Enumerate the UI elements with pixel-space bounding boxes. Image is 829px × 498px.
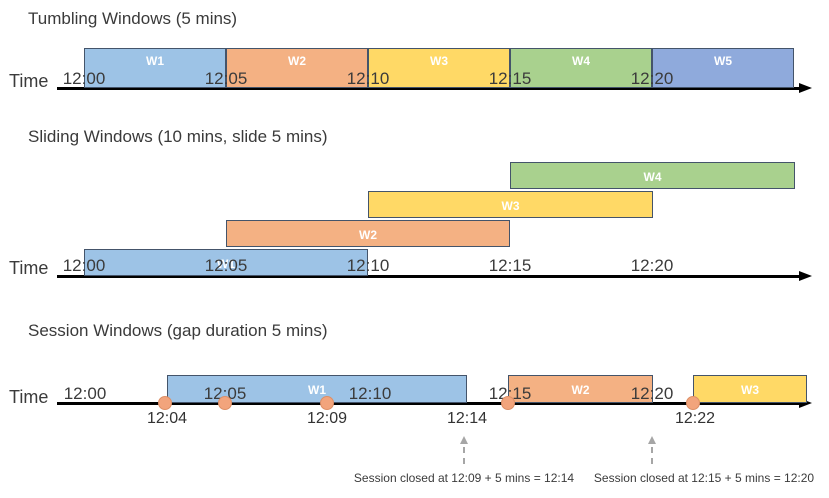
session-axis-tick-1210: 12:10 [348,384,392,403]
session-axis-tick-1220: 12:20 [630,384,674,403]
event-dot [501,396,515,410]
event-dot [686,396,700,410]
sliding-window-w2: W2 [226,220,510,247]
session-closed-arrow-icon [458,436,470,464]
session-axis-tick-1215: 12:15 [488,384,532,403]
sliding-time-axis-arrow-icon [799,271,812,282]
session-closed-arrow-icon [646,436,658,464]
sliding-time-axis [57,275,799,278]
tumbling-time-axis-label: Time [9,71,49,91]
sliding-axis-tick-1210: 12:10 [346,256,390,275]
window-label: W5 [714,54,732,68]
window-label: W3 [430,54,448,68]
session-window-w3: W3 [693,375,807,403]
event-time-label-1209: 12:09 [306,410,348,427]
tumbling-axis-tick-1215: 12:15 [488,69,532,88]
arrow-dash [463,447,465,464]
arrow-head [648,436,656,444]
sliding-window-w4: W4 [510,162,795,189]
tumbling-window-w5: W5 [652,48,794,88]
tumbling-window-w2: W2 [226,48,368,88]
session-closed-annotation-2: Session closed at 12:15 + 5 mins = 12:20 [593,471,815,485]
sliding-axis-tick-1215: 12:15 [488,256,532,275]
session-closed-annotation-1: Session closed at 12:09 + 5 mins = 12:14 [353,471,575,485]
window-label: W3 [741,383,759,397]
sliding-window-w3: W3 [368,191,653,218]
event-time-label-1222: 12:22 [674,410,716,427]
window-label: W4 [643,170,662,184]
window-label: W2 [571,383,590,397]
session-axis-tick-1200: 12:00 [63,384,107,403]
arrow-head [460,436,468,444]
tumbling-axis-tick-1205: 12:05 [204,69,248,88]
sliding-window-w1: W1 [84,249,368,276]
tumbling-time-axis-arrow-icon [799,83,812,94]
session-time-axis-label: Time [9,387,49,407]
tumbling-window-w4: W4 [510,48,652,88]
tumbling-title: Tumbling Windows (5 mins) [28,9,238,28]
session-title: Session Windows (gap duration 5 mins) [28,321,328,340]
event-dot [218,396,232,410]
tumbling-axis-tick-1200: 12:00 [62,69,106,88]
tumbling-time-axis [57,87,799,90]
session-time-axis-arrow-icon [799,398,812,409]
sliding-axis-tick-1220: 12:20 [630,256,674,275]
window-label: W2 [359,228,377,242]
event-dot [320,396,334,410]
window-label: W1 [217,257,235,271]
window-label: W1 [146,54,164,68]
arrow-dash [651,447,653,464]
tumbling-axis-tick-1210: 12:10 [346,69,390,88]
sliding-axis-tick-1205: 12:05 [204,256,248,275]
session-window-w2: W2 [508,375,653,403]
tumbling-window-w1: W1 [84,48,226,88]
session-window-w1: W1 [167,375,467,403]
event-time-label-1204: 12:04 [146,410,188,427]
sliding-axis-tick-1200: 12:00 [62,256,106,275]
window-label: W4 [572,54,590,68]
tumbling-window-w3: W3 [368,48,510,88]
event-dot [158,396,172,410]
window-label: W2 [288,54,306,68]
window-label: W1 [308,383,326,397]
event-time-label-1214: 12:14 [446,410,488,427]
session-time-axis [57,402,799,405]
session-axis-tick-1205: 12:05 [203,384,247,403]
tumbling-axis-tick-1220: 12:20 [630,69,674,88]
sliding-title: Sliding Windows (10 mins, slide 5 mins) [28,127,328,146]
sliding-time-axis-label: Time [9,258,49,278]
window-label: W3 [501,199,520,213]
